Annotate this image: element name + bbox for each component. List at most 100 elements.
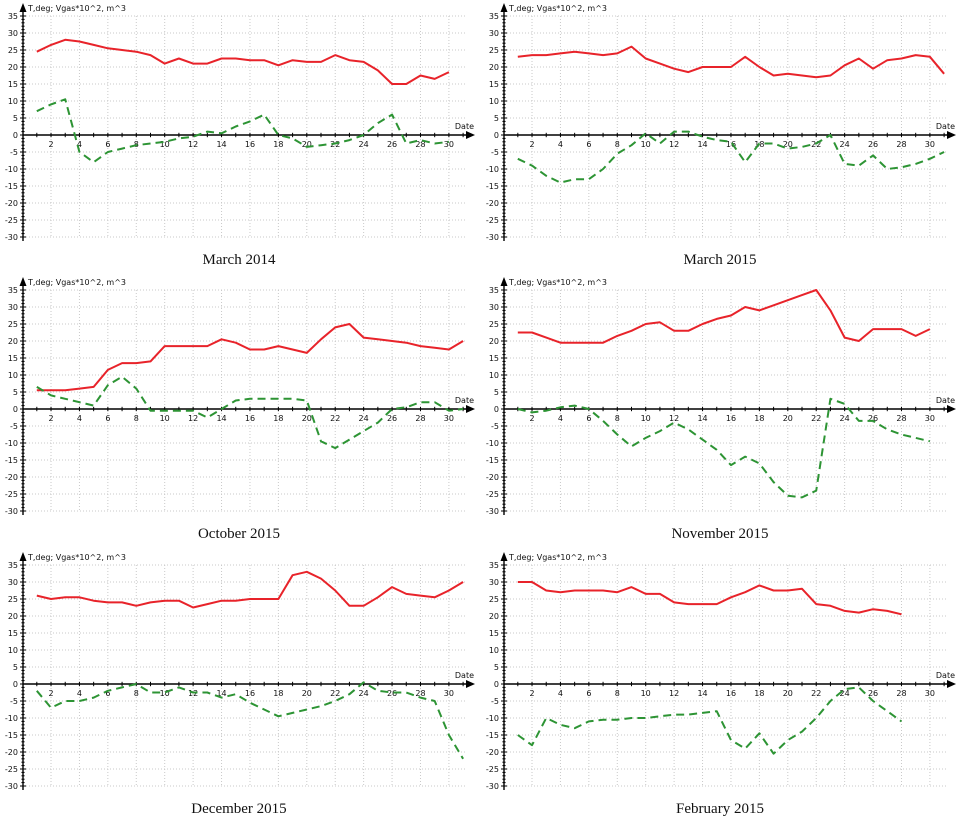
- svg-text:8: 8: [615, 140, 620, 149]
- chart-title: November 2015: [671, 526, 769, 542]
- svg-text:-25: -25: [486, 490, 499, 499]
- svg-text:20: 20: [489, 63, 499, 72]
- svg-text:2: 2: [529, 689, 534, 698]
- svg-text:6: 6: [586, 689, 591, 698]
- svg-text:22: 22: [330, 689, 340, 698]
- y-axis-label: T,deg; Vgas*10^2, m^3: [27, 278, 126, 287]
- svg-text:5: 5: [13, 114, 18, 123]
- svg-text:15: 15: [8, 629, 18, 638]
- svg-text:8: 8: [615, 689, 620, 698]
- svg-text:4: 4: [77, 414, 82, 423]
- svg-text:6: 6: [105, 140, 110, 149]
- svg-text:10: 10: [641, 689, 651, 698]
- svg-text:14: 14: [216, 140, 226, 149]
- svg-text:30: 30: [925, 689, 935, 698]
- svg-text:-10: -10: [486, 165, 499, 174]
- svg-text:0: 0: [13, 131, 18, 140]
- y-axis-label: T,deg; Vgas*10^2, m^3: [508, 4, 607, 13]
- chart-cell-december-2015: 35 30 25 20 15 10 5 0 -5 -10 -15 -20 -25 -30 2 4 6 8 10 12 1…: [0, 549, 481, 823]
- svg-text:-30: -30: [486, 233, 499, 242]
- svg-text:5: 5: [13, 388, 18, 397]
- svg-text:-20: -20: [486, 473, 499, 482]
- y-axis: 35 30 25 20 15 10 5 0 -5 -10 -15 -20 -25 -30: [5, 277, 27, 516]
- svg-text:0: 0: [494, 680, 499, 689]
- svg-text:30: 30: [444, 140, 454, 149]
- svg-text:26: 26: [387, 140, 397, 149]
- svg-text:35: 35: [8, 561, 18, 570]
- temperature-line: [36, 570, 464, 609]
- svg-text:2: 2: [48, 140, 53, 149]
- svg-text:-5: -5: [10, 422, 18, 431]
- svg-text:-5: -5: [491, 148, 499, 157]
- svg-text:16: 16: [245, 140, 255, 149]
- svg-text:-10: -10: [5, 714, 18, 723]
- svg-text:18: 18: [273, 140, 283, 149]
- x-axis-label: Date: [936, 396, 955, 405]
- svg-text:15: 15: [8, 80, 18, 89]
- svg-text:14: 14: [697, 414, 707, 423]
- svg-text:18: 18: [754, 414, 764, 423]
- svg-text:5: 5: [494, 388, 499, 397]
- chart-title: March 2014: [202, 252, 276, 268]
- x-axis-label: Date: [455, 122, 474, 131]
- svg-text:10: 10: [489, 646, 499, 655]
- svg-text:-30: -30: [486, 782, 499, 791]
- svg-text:5: 5: [13, 663, 18, 672]
- svg-text:30: 30: [444, 414, 454, 423]
- svg-text:16: 16: [726, 689, 736, 698]
- x-axis-label: Date: [455, 671, 474, 680]
- svg-text:-25: -25: [5, 765, 18, 774]
- svg-text:-10: -10: [5, 165, 18, 174]
- chart-title: February 2015: [676, 801, 764, 817]
- temperature-line: [517, 45, 945, 79]
- svg-text:6: 6: [586, 414, 591, 423]
- svg-text:20: 20: [302, 414, 312, 423]
- svg-text:0: 0: [494, 405, 499, 414]
- svg-text:-10: -10: [5, 439, 18, 448]
- svg-text:2: 2: [48, 689, 53, 698]
- svg-text:16: 16: [726, 140, 736, 149]
- svg-text:28: 28: [415, 689, 425, 698]
- svg-text:4: 4: [77, 689, 82, 698]
- temperature-line: [36, 38, 450, 85]
- svg-text:26: 26: [868, 414, 878, 423]
- svg-text:-15: -15: [486, 182, 499, 191]
- svg-text:10: 10: [160, 414, 170, 423]
- svg-text:8: 8: [134, 414, 139, 423]
- svg-text:10: 10: [8, 646, 18, 655]
- svg-text:12: 12: [669, 414, 679, 423]
- temperature-line: [36, 323, 464, 392]
- svg-text:2: 2: [529, 414, 534, 423]
- svg-text:16: 16: [726, 414, 736, 423]
- svg-text:28: 28: [415, 414, 425, 423]
- svg-text:20: 20: [783, 140, 793, 149]
- svg-text:30: 30: [8, 29, 18, 38]
- gas-volume-line: [517, 130, 945, 184]
- y-axis: 35 30 25 20 15 10 5 0 -5 -10 -15 -20 -25 -30: [5, 3, 27, 242]
- chart-title: March 2015: [683, 252, 757, 268]
- y-axis-label: T,deg; Vgas*10^2, m^3: [508, 553, 607, 562]
- svg-text:-5: -5: [10, 697, 18, 706]
- svg-text:-25: -25: [486, 216, 499, 225]
- svg-text:15: 15: [8, 354, 18, 363]
- chart-cell-february-2015: 35 30 25 20 15 10 5 0 -5 -10 -15 -20 -25 -30 2 4 6 8 10 12 1…: [481, 549, 961, 823]
- chart-title: December 2015: [191, 801, 287, 817]
- svg-text:26: 26: [868, 140, 878, 149]
- y-axis-label: T,deg; Vgas*10^2, m^3: [508, 278, 607, 287]
- gas-volume-line: [36, 375, 464, 450]
- svg-text:4: 4: [77, 140, 82, 149]
- svg-text:30: 30: [925, 140, 935, 149]
- grid-lines: [504, 289, 946, 512]
- svg-text:16: 16: [245, 414, 255, 423]
- chart-cell-october-2015: 35 30 25 20 15 10 5 0 -5 -10 -15 -20 -25 -30 2 4 6 8 10 12 1…: [0, 274, 481, 549]
- svg-text:24: 24: [359, 140, 369, 149]
- svg-text:10: 10: [8, 97, 18, 106]
- chart-cell-march-2015: 35 30 25 20 15 10 5 0 -5 -10 -15 -20 -25 -30 2 4 6 8 10 12 1…: [481, 0, 961, 274]
- svg-text:20: 20: [302, 689, 312, 698]
- svg-text:-30: -30: [486, 507, 499, 516]
- svg-text:12: 12: [669, 140, 679, 149]
- svg-text:10: 10: [8, 371, 18, 380]
- svg-text:12: 12: [188, 140, 198, 149]
- svg-text:5: 5: [494, 663, 499, 672]
